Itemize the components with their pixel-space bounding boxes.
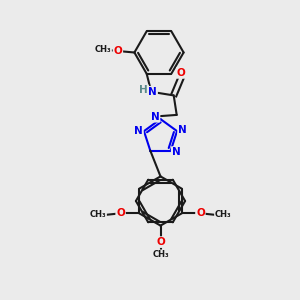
Text: H: H (139, 85, 148, 95)
Text: CH₃: CH₃ (215, 210, 231, 219)
Text: N: N (148, 87, 157, 97)
Text: O: O (116, 208, 125, 218)
Text: CH₃: CH₃ (152, 250, 169, 259)
Text: O: O (156, 237, 165, 247)
Text: O: O (113, 46, 122, 56)
Text: N: N (178, 124, 187, 135)
Text: CH₃: CH₃ (90, 210, 106, 219)
Text: N: N (151, 112, 160, 122)
Text: N: N (134, 126, 143, 136)
Text: CH₃: CH₃ (94, 45, 111, 54)
Text: O: O (177, 68, 186, 78)
Text: O: O (196, 208, 205, 218)
Text: N: N (172, 147, 181, 157)
